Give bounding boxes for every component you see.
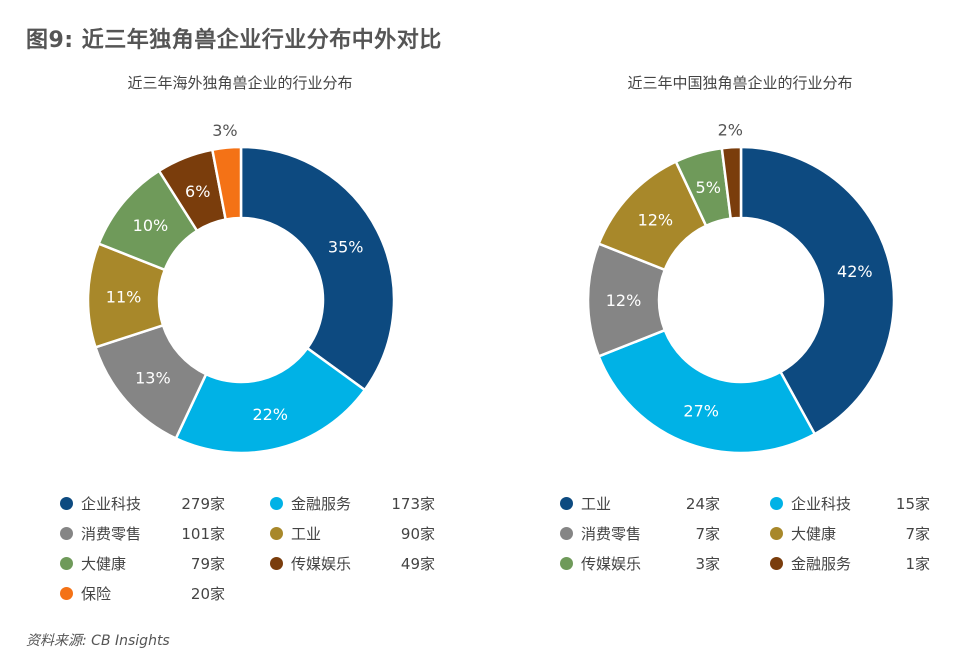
- legend-count: 79家: [190, 555, 225, 573]
- legend-count: 1家: [905, 555, 930, 573]
- slice-label-1-1: 27%: [683, 402, 719, 421]
- legend-item-0-0: 企业科技 279家: [60, 492, 260, 516]
- legend-name: 企业科技: [81, 495, 142, 513]
- donut-china: 42% 27% 12% 12% 5% 2%: [586, 120, 896, 455]
- legend-item-0-4: 大健康 79家: [60, 552, 260, 576]
- legend-name: 金融服务: [791, 555, 852, 573]
- legend-name: 传媒娱乐: [581, 555, 642, 573]
- legend-dot: [60, 527, 73, 540]
- slice-0-0: [239, 145, 396, 392]
- legend-dot: [560, 527, 573, 540]
- legend-dot: [770, 557, 783, 570]
- legend-dot: [60, 557, 73, 570]
- chart-title-china: 近三年中国独角兽企业的行业分布: [627, 74, 853, 92]
- legend-count: 7家: [905, 525, 930, 543]
- legend-dot: [270, 527, 283, 540]
- legend-name: 金融服务: [291, 495, 352, 513]
- legend-item-0-3: 工业 90家: [270, 522, 470, 546]
- legend-name: 工业: [581, 495, 612, 513]
- slice-label-0-2: 13%: [135, 369, 171, 388]
- slice-label-0-3: 11%: [106, 287, 142, 306]
- legend-item-0-2: 消费零售 101家: [60, 522, 260, 546]
- legend-count: 3家: [695, 555, 720, 573]
- slice-label-1-2: 12%: [606, 291, 642, 310]
- legend-count: 101家: [181, 525, 225, 543]
- legend-item-0-5: 传媒娱乐 49家: [270, 552, 470, 576]
- legend-name: 企业科技: [791, 495, 852, 513]
- slice-1-1: [597, 328, 817, 455]
- legend-count: 7家: [695, 525, 720, 543]
- slice-label-0-1: 22%: [252, 405, 288, 424]
- slice-label-0-6: 3%: [212, 121, 237, 140]
- slice-label-1-0: 42%: [837, 262, 873, 281]
- legend-name: 消费零售: [581, 525, 642, 543]
- legend-item-0-6: 保险 20家: [60, 582, 260, 606]
- legend-dot: [770, 527, 783, 540]
- chart-title-overseas: 近三年海外独角兽企业的行业分布: [127, 74, 353, 92]
- legend-dot: [60, 587, 73, 600]
- chart-overseas: 近三年海外独角兽企业的行业分布 35% 22% 13% 11% 10% 6% 3% 企业科技…: [20, 72, 460, 632]
- slice-label-1-3: 12%: [638, 211, 674, 230]
- legend-dot: [270, 557, 283, 570]
- legend-item-1-5: 金融服务 1家: [770, 552, 960, 576]
- legend-item-1-3: 大健康 7家: [770, 522, 960, 546]
- slice-label-0-5: 6%: [185, 182, 210, 201]
- legend-dot: [560, 557, 573, 570]
- legend-name: 大健康: [791, 525, 837, 543]
- slice-label-1-5: 2%: [718, 120, 743, 139]
- legend-item-1-1: 企业科技 15家: [770, 492, 960, 516]
- slice-1-0: [739, 145, 896, 436]
- legend-item-0-1: 金融服务 173家: [270, 492, 470, 516]
- legend-name: 消费零售: [81, 525, 142, 543]
- legend-count: 90家: [400, 525, 435, 543]
- legend-dot: [770, 497, 783, 510]
- legend-name: 传媒娱乐: [291, 555, 352, 573]
- legend-count: 24家: [685, 495, 720, 513]
- slice-1-5: [720, 145, 743, 221]
- figure-title: 图9: 近三年独角兽企业行业分布中外对比: [26, 28, 442, 53]
- legend-dot: [560, 497, 573, 510]
- legend-dot: [60, 497, 73, 510]
- legend-count: 49家: [400, 555, 435, 573]
- legend-name: 大健康: [81, 555, 127, 573]
- slice-label-0-0: 35%: [328, 238, 364, 257]
- slice-label-1-4: 5%: [696, 178, 721, 197]
- legend-item-1-2: 消费零售 7家: [560, 522, 760, 546]
- slice-0-1: [174, 346, 367, 455]
- chart-china: 近三年中国独角兽企业的行业分布 42% 27% 12% 12% 5% 2% 工业 24家 企业…: [520, 72, 960, 632]
- legend-name: 工业: [291, 525, 322, 543]
- legend-dot: [270, 497, 283, 510]
- legend-count: 15家: [895, 495, 930, 513]
- legend-name: 保险: [81, 585, 112, 603]
- donut-overseas: 35% 22% 13% 11% 10% 6% 3%: [86, 121, 396, 455]
- legend-count: 279家: [181, 495, 225, 513]
- legend-item-1-0: 工业 24家: [560, 492, 760, 516]
- legend-item-1-4: 传媒娱乐 3家: [560, 552, 760, 576]
- slice-0-6: [210, 145, 243, 221]
- legend-count: 173家: [391, 495, 435, 513]
- legend-count: 20家: [190, 585, 225, 603]
- source-note: 资料来源: CB Insights: [26, 633, 170, 649]
- slice-label-0-4: 10%: [133, 216, 169, 235]
